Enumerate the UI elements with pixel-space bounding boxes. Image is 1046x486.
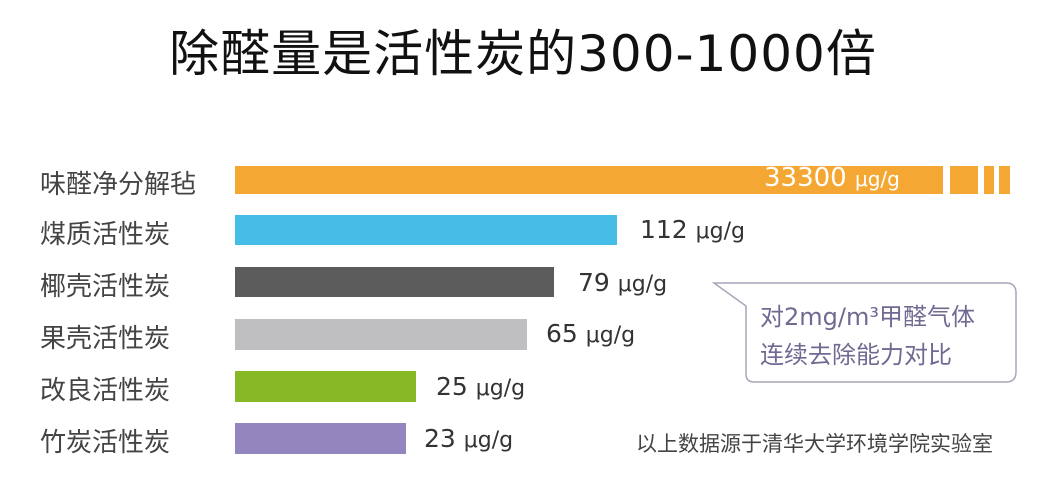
bar-yeke [235,267,554,297]
callout-line-1: 对2mg/m³甲醛气体 [760,303,975,331]
data-source-note: 以上数据源于清华大学环境学院实验室 [636,432,993,456]
bar-value: 79 μg/g [578,268,668,297]
bar-zhutan [235,423,406,454]
chart-title: 除醛量是活性炭的300-1000倍 [169,25,877,83]
bar-value: 33300 μg/g [764,163,900,193]
bar-value: 65 μg/g [546,319,636,348]
bar-break-segment [999,166,1010,194]
bar-label: 煤质活性炭 [40,220,171,250]
bar-gailiang [235,371,416,402]
bar-label: 椰壳活性炭 [40,272,171,302]
speech-bubble [711,282,1017,383]
bar-break-segment [950,166,978,194]
bar-value: 23 μg/g [424,424,514,453]
bar-value: 112 μg/g [640,215,746,244]
bar-label: 改良活性炭 [40,376,171,406]
bar-label: 果壳活性炭 [40,324,171,354]
callout-line-2: 连续去除能力对比 [760,341,952,369]
bar-guoke [235,319,527,350]
bar-break-segment [984,166,994,194]
bar-label: 竹炭活性炭 [40,428,171,458]
bar-weiquanjing [235,166,943,194]
bar-meizhi [235,215,617,245]
bar-label: 味醛净分解毡 [40,170,197,200]
callout-text: 对2mg/m³甲醛气体 连续去除能力对比 [760,298,975,374]
bar-value: 25 μg/g [436,372,526,401]
